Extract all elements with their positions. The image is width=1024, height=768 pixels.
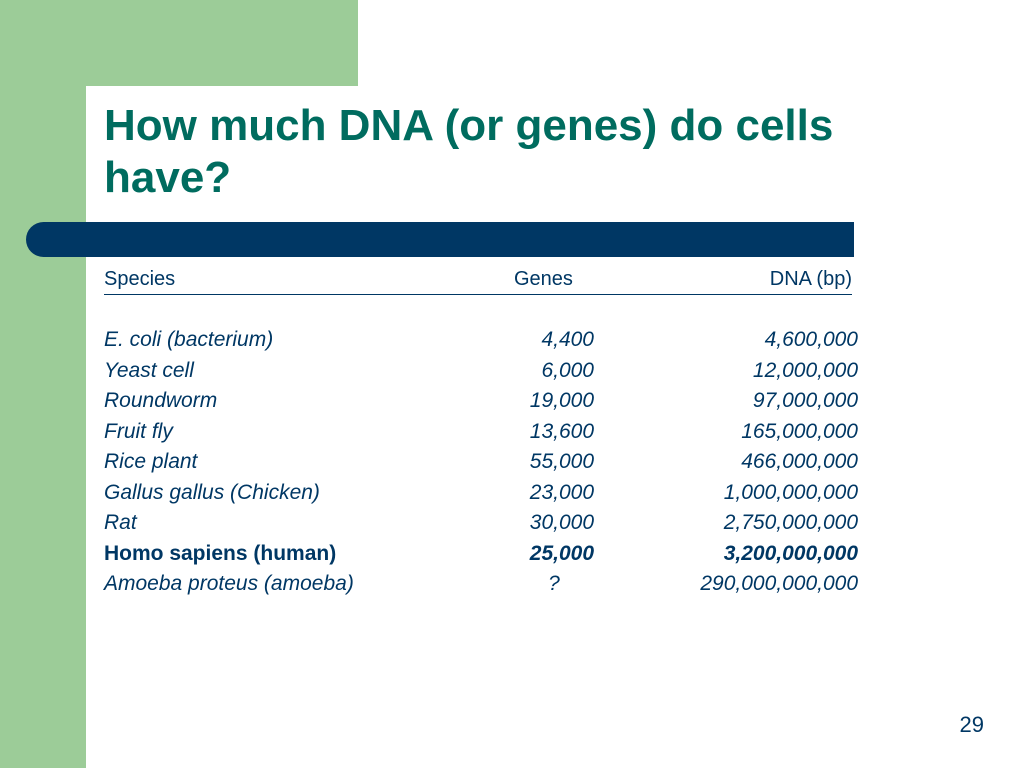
table-row: Rat 30,000 2,750,000,000 xyxy=(104,511,858,542)
cell-species: Gallus gallus (Chicken) xyxy=(104,480,320,504)
cell-genes: 55,000 xyxy=(529,450,594,473)
cell-genes: 23,000 xyxy=(529,480,594,504)
slide-title: How much DNA (or genes) do cells have? xyxy=(104,101,834,202)
cell-dna: 4,600,000 xyxy=(764,328,858,351)
table-row: Yeast cell 6,000 12,000,000 xyxy=(104,359,858,390)
table-header: Species Genes DNA (bp) xyxy=(104,268,852,295)
table-row: Rice plant 55,000 466,000,000 xyxy=(104,450,858,481)
species-table: E. coli (bacterium) 4,400 4,600,000 Yeas… xyxy=(104,328,858,603)
cell-genes: 13,600 xyxy=(529,419,594,443)
cell-dna: 12,000,000 xyxy=(752,358,858,382)
cell-species: E. coli (bacterium) xyxy=(104,328,274,351)
cell-genes: 19,000 xyxy=(529,389,594,412)
cell-dna: 290,000,000,000 xyxy=(700,572,858,595)
cell-species: Fruit fly xyxy=(104,419,173,443)
top-accent-band xyxy=(0,0,358,86)
left-accent-band xyxy=(0,0,86,768)
cell-genes: 6,000 xyxy=(541,358,594,382)
cell-species: Amoeba proteus (amoeba) xyxy=(104,572,354,595)
cell-species: Rice plant xyxy=(104,450,198,473)
cell-species: Rat xyxy=(104,511,137,534)
cell-species: Roundworm xyxy=(104,389,218,412)
table-row: E. coli (bacterium) 4,400 4,600,000 xyxy=(104,328,858,359)
cell-dna: 1,000,000,000 xyxy=(723,480,858,504)
cell-genes: 25,000 xyxy=(529,541,594,565)
cell-dna: 165,000,000 xyxy=(741,419,858,443)
cell-species: Homo sapiens (human) xyxy=(104,541,337,565)
cell-genes: 4,400 xyxy=(541,328,594,351)
table-row: Fruit fly 13,600 165,000,000 xyxy=(104,420,858,451)
table-row: Amoeba proteus (amoeba) ? 290,000,000,00… xyxy=(104,572,858,603)
header-genes: Genes xyxy=(514,268,573,290)
cell-dna: 466,000,000 xyxy=(741,450,858,473)
header-dna: DNA (bp) xyxy=(769,268,852,290)
cell-genes: ? xyxy=(548,572,560,595)
header-species: Species xyxy=(104,268,176,290)
table-row: Roundworm 19,000 97,000,000 xyxy=(104,389,858,420)
cell-dna: 3,200,000,000 xyxy=(723,541,858,565)
cell-dna: 2,750,000,000 xyxy=(723,511,858,534)
cell-dna: 97,000,000 xyxy=(752,389,858,412)
table-row: Gallus gallus (Chicken) 23,000 1,000,000… xyxy=(104,481,858,512)
cell-genes: 30,000 xyxy=(529,511,594,534)
title-divider-bar xyxy=(26,222,854,257)
page-number: 29 xyxy=(959,712,984,737)
cell-species: Yeast cell xyxy=(104,358,194,382)
table-row-highlighted: Homo sapiens (human) 25,000 3,200,000,00… xyxy=(104,542,858,573)
